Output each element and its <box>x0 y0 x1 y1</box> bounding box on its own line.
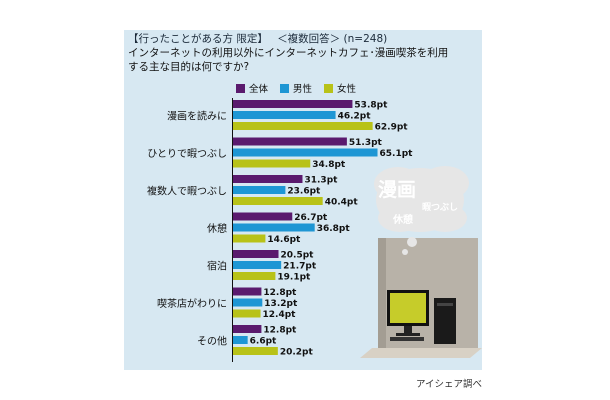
pc-drive <box>437 303 453 306</box>
legend-label-male: 男性 <box>293 84 313 95</box>
survey-condition-line: 【行ったことがある方 限定】 ＜複数回答＞ (n=248) <box>128 32 484 46</box>
bar-value-label: 46.2pt <box>338 112 372 122</box>
legend-swatch-all <box>236 83 245 93</box>
bar-value-label: 53.8pt <box>354 101 388 111</box>
bubble-word-kyukei: 休憩 <box>392 213 413 226</box>
bubble-dot-1 <box>407 237 417 247</box>
category-label: 休憩 <box>207 222 227 235</box>
source-credit: アイシェア調べ <box>415 379 482 390</box>
bubble-cloud-lobe-4 <box>423 204 467 232</box>
pc-illustration <box>360 238 482 358</box>
bar-female <box>233 309 261 318</box>
legend-swatch-female <box>324 83 334 93</box>
legend-label-all: 全体 <box>249 84 269 95</box>
bar-value-label: 19.1pt <box>277 273 311 283</box>
bar-value-label: 40.4pt <box>325 198 359 208</box>
bar-male <box>233 261 282 269</box>
bar-value-label: 20.2pt <box>280 348 314 358</box>
category-label: 宿泊 <box>207 260 227 273</box>
category-label: その他 <box>197 335 227 348</box>
question-line-1: インターネットの利用以外にインターネットカフェ･漫画喫茶を利用 <box>128 47 449 59</box>
bar-value-label: 12.8pt <box>263 288 297 298</box>
bubble-cloud-lobe-1 <box>374 167 422 201</box>
bubble-word-himatsubushi: 暇つぶし <box>422 202 458 213</box>
sample-size-text: (n=248) <box>343 33 388 45</box>
bar-male <box>233 223 315 232</box>
bar-all <box>233 250 279 258</box>
bar-female <box>233 197 323 205</box>
bar-all <box>233 100 353 108</box>
legend: 全体 男性 女性 <box>236 81 356 95</box>
bar-male <box>233 148 378 157</box>
bubble-dot-2 <box>402 249 408 255</box>
bar-female <box>233 234 266 243</box>
wall-edge <box>378 238 386 348</box>
bar-value-label: 34.8pt <box>312 160 346 170</box>
monitor-stand <box>404 326 412 333</box>
legend-item-male: 男性 <box>280 81 312 95</box>
bar-value-label: 36.8pt <box>317 224 351 234</box>
legend-label-female: 女性 <box>337 84 357 95</box>
bar-female <box>233 159 311 168</box>
bubble-cloud-lobe-3 <box>378 204 422 232</box>
bar-value-label: 65.1pt <box>380 149 414 159</box>
bar-male <box>233 298 263 307</box>
bar-all <box>233 287 262 296</box>
category-label: 複数人で暇つぶし <box>147 185 227 198</box>
bar-all <box>233 212 293 221</box>
keyboard <box>390 337 424 341</box>
bar-value-label: 13.2pt <box>264 299 298 309</box>
bar-value-label: 6.6pt <box>250 337 277 347</box>
bar-value-label: 23.6pt <box>287 187 321 197</box>
monitor-screen <box>390 293 426 323</box>
bar-all <box>233 325 262 333</box>
legend-item-all: 全体 <box>236 81 268 95</box>
bar-all <box>233 175 303 183</box>
bar-male <box>233 186 286 194</box>
answer-type-text: ＜複数回答＞ <box>277 33 341 45</box>
bar-value-label: 20.5pt <box>281 251 315 261</box>
bar-male <box>233 111 336 119</box>
condition-text: 【行ったことがある方 限定】 <box>128 33 268 45</box>
bubble-cloud-lobe-2 <box>421 166 469 200</box>
legend-item-female: 女性 <box>324 81 356 95</box>
category-label: ひとりで暇つぶし <box>147 148 227 160</box>
bar-value-label: 12.4pt <box>263 310 297 320</box>
bar-value-label: 12.8pt <box>263 326 297 336</box>
category-label: 喫茶店がわりに <box>157 297 227 310</box>
bar-value-label: 14.6pt <box>267 235 301 245</box>
legend-swatch-male <box>280 83 290 93</box>
category-label: 漫画を読みに <box>167 110 227 123</box>
bar-female <box>233 347 278 355</box>
bar-female <box>233 122 373 130</box>
bar-value-label: 51.3pt <box>349 138 383 148</box>
bar-value-label: 21.7pt <box>283 262 317 272</box>
bar-value-label: 26.7pt <box>294 213 328 223</box>
bar-value-label: 31.3pt <box>304 176 338 186</box>
question-line-2: する主な目的は何ですか? <box>128 61 250 73</box>
bar-all <box>233 137 347 146</box>
bar-female <box>233 272 276 280</box>
monitor-base <box>396 333 420 336</box>
bubble-word-manga: 漫画 <box>378 179 416 201</box>
bar-male <box>233 336 248 344</box>
pc-tower <box>434 298 456 344</box>
chart-header: 【行ったことがある方 限定】 ＜複数回答＞ (n=248) インターネットの利用… <box>128 32 484 74</box>
desk <box>360 348 482 358</box>
thought-bubble: 漫画 暇つぶし 休憩 <box>374 166 469 255</box>
bar-value-label: 62.9pt <box>375 123 409 133</box>
